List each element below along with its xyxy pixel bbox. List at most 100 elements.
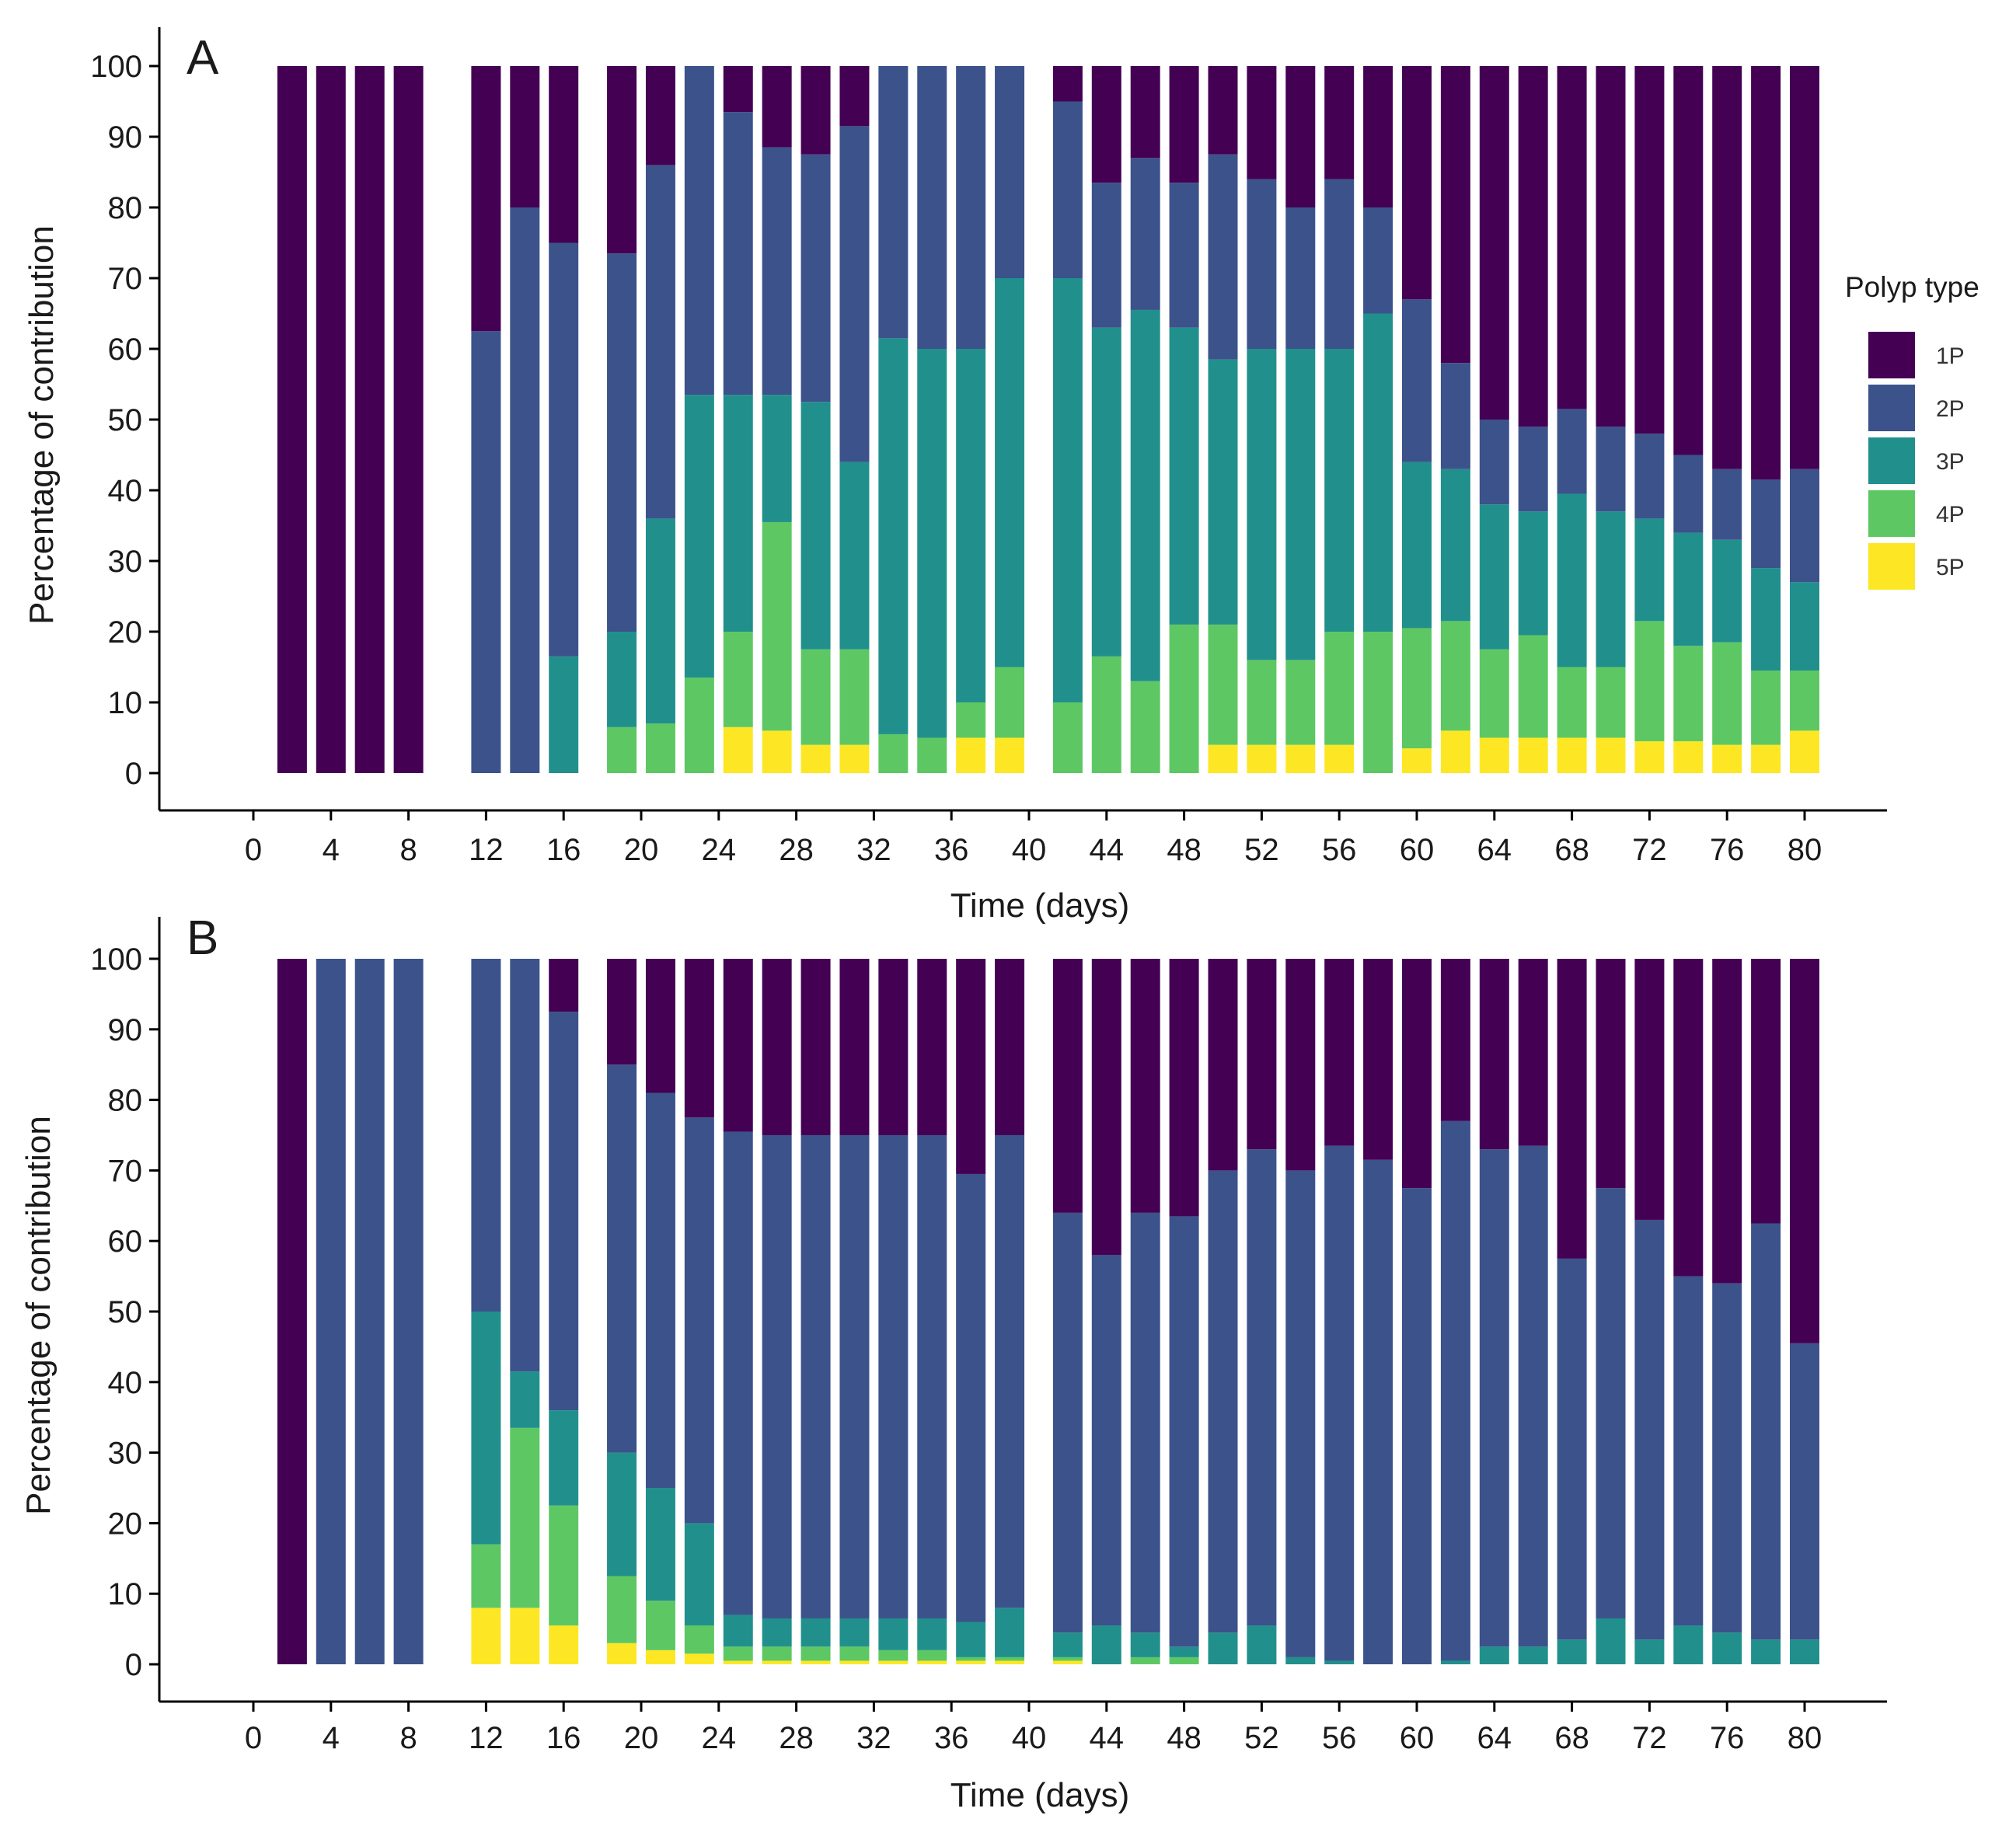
bar-segment-2p [684,1117,714,1524]
x-tick-label: 48 [1167,1721,1202,1755]
bar-stack [277,959,307,1664]
bar-stack [354,66,385,773]
bar-stack [354,959,385,1664]
bar-segment-4p [1596,667,1626,738]
x-tick-label: 4 [323,833,340,867]
bar-segment-1p [1130,959,1160,1213]
bar-segment-5p [1518,737,1548,773]
bar-segment-3p [878,338,909,734]
bar-stack [800,66,831,773]
bar-segment-4p [1402,628,1432,749]
bar-segment-5p [1673,741,1704,773]
bar-stack [1712,66,1742,773]
bar-stack [510,959,540,1664]
bar-segment-5p [1052,1660,1083,1664]
bar-segment-2p [1091,1255,1121,1626]
bar-segment-2p [549,1012,579,1411]
bar-stack [1712,959,1742,1664]
bar-stack [1247,959,1277,1664]
bar-segment-1p [1402,959,1432,1189]
bar-segment-2p [1712,1283,1742,1633]
bar-stack [917,66,947,773]
bar-segment-5p [1557,737,1587,773]
bar-segment-3p [1091,1625,1121,1664]
bar-segment-5p [1479,737,1509,773]
bar-segment-4p [1285,660,1316,745]
bar-segment-5p [956,1660,986,1664]
x-tick-label: 40 [1012,1721,1047,1755]
bar-segment-2p [1518,1145,1548,1647]
bar-segment-1p [1402,66,1432,300]
bar-stack [1557,959,1587,1664]
bar-stack [1751,959,1781,1664]
bar-segment-2p [1208,1170,1238,1633]
bar-stack [607,66,637,773]
bar-segment-3p [1363,313,1393,632]
bar-segment-3p [1673,1625,1704,1664]
bar-stack [723,959,753,1664]
bar-stack [316,959,346,1664]
bar-segment-1p [684,959,714,1118]
y-tick-label: 30 [108,1437,143,1471]
bar-stack [995,66,1025,773]
legend-swatch [1868,490,1915,537]
bar-segment-5p [1790,730,1819,773]
bar-segment-5p [723,726,753,773]
bar-segment-2p [1557,409,1587,494]
bar-segment-2p [1363,207,1393,314]
bar-stack [723,66,753,773]
y-tick-label: 30 [108,545,143,579]
y-tick-label: 90 [108,120,143,155]
bar-segment-1p [917,959,947,1135]
bar-segment-5p [645,1650,675,1664]
bar-segment-1p [956,959,986,1174]
bar-segment-2p [471,331,501,773]
bar-stack [956,66,986,773]
legend-label: 5P [1936,555,1965,580]
bar-segment-1p [1712,959,1742,1284]
bar-stack [1596,66,1626,773]
bar-segment-2p [1440,1120,1470,1661]
bar-segment-3p [1518,511,1548,636]
x-tick-label: 20 [624,833,659,867]
bar-segment-2p [762,147,792,395]
bar-segment-5p [1596,737,1626,773]
y-tick-label: 90 [108,1013,143,1047]
bar-segment-3p [1557,1639,1587,1664]
bar-segment-2p [1130,1212,1160,1633]
bar-segment-1p [1596,959,1626,1189]
bar-segment-4p [645,1601,675,1650]
bar-segment-2p [1169,1216,1199,1647]
bar-segment-4p [800,1646,831,1661]
bar-segment-4p [1052,702,1083,773]
bar-stack [1324,66,1355,773]
x-tick-label: 64 [1477,833,1512,867]
bar-segment-1p [1790,66,1819,469]
bar-segment-4p [1208,624,1238,745]
bar-segment-3p [995,278,1025,667]
bar-segment-3p [607,1452,637,1576]
x-tick-label: 0 [245,833,262,867]
bar-segment-4p [1712,642,1742,745]
bar-segment-3p [839,1618,870,1647]
bar-segment-5p [684,1653,714,1664]
bar-segment-3p [684,1523,714,1626]
bar-stack [1285,66,1316,773]
bar-segment-2p [354,959,385,1664]
x-tick-label: 68 [1554,833,1589,867]
bar-segment-2p [1479,1149,1509,1647]
bar-stack [1208,959,1238,1664]
legend-items: 1P 2P 3P 4P 5P [1868,332,1965,590]
bar-stack [878,959,909,1664]
bar-stack [1440,66,1470,773]
bar-stack [1479,66,1509,773]
bar-segment-2p [645,165,675,519]
bar-stack [1790,66,1819,773]
bar-segment-2p [800,154,831,402]
bar-segment-2p [800,1135,831,1618]
bar-segment-4p [956,1657,986,1661]
bar-segment-3p [1130,1632,1160,1657]
bar-segment-1p [1673,66,1704,455]
